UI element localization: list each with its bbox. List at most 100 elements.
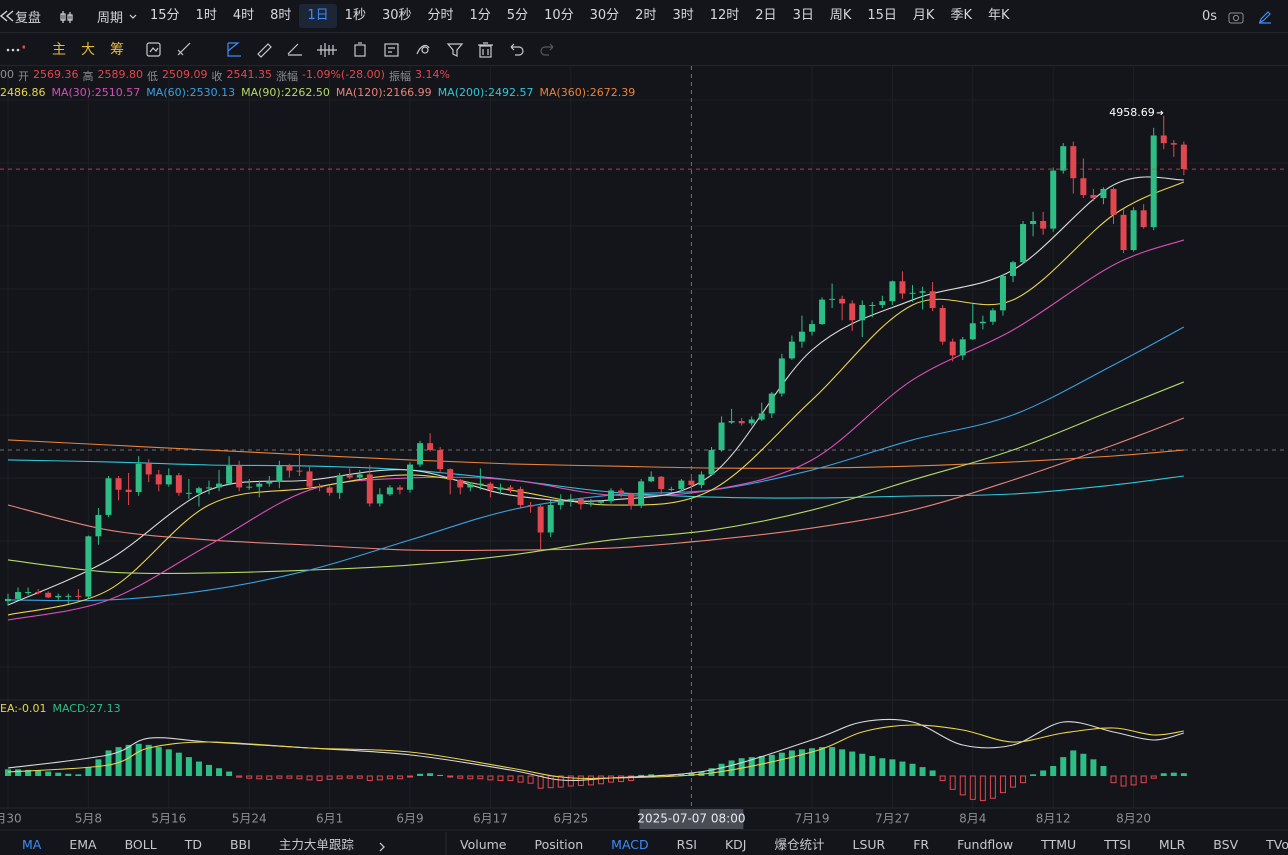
replay[interactable]: 复盘 — [15, 10, 42, 26]
candle-body — [206, 487, 212, 489]
candle-body — [718, 422, 725, 451]
interval[interactable]: 分时 — [427, 8, 454, 23]
interval[interactable]: 15日 — [867, 8, 897, 23]
interval[interactable]: 1秒 — [344, 8, 366, 23]
macd-bar — [567, 775, 574, 787]
candle-body — [668, 488, 675, 490]
indicator-tab[interactable]: 爆仓统计 — [774, 837, 825, 852]
indicator-tab[interactable]: BOLL — [124, 837, 157, 852]
x-tick-label: 7月27 — [875, 812, 910, 826]
quote-row: 00 开 2569.36 高 2589.80 低 2509.09 收 2541.… — [0, 68, 450, 83]
x-tick-label: 月30 — [0, 812, 22, 826]
indicator-tab[interactable]: Position — [534, 837, 584, 852]
macd-bar — [75, 774, 82, 776]
candle-body — [628, 493, 635, 506]
interval[interactable]: 季K — [950, 8, 972, 23]
candle-body — [457, 479, 464, 488]
macd-bar — [788, 750, 795, 776]
indicator-tab[interactable]: 主力大单跟踪 — [278, 837, 354, 852]
macd-bar — [1150, 775, 1157, 779]
candle-body — [1170, 143, 1177, 145]
interval[interactable]: 4时 — [232, 8, 255, 23]
macd-bar — [346, 775, 353, 779]
interval[interactable]: 月K — [912, 8, 935, 23]
macd-bar — [919, 767, 926, 776]
interval[interactable]: 1分 — [469, 8, 491, 23]
indicator-tab[interactable]: MLR — [1158, 837, 1186, 852]
indicator-tab[interactable]: TTMU — [1041, 837, 1077, 852]
candle-body — [1120, 214, 1127, 251]
candle-body — [899, 281, 906, 294]
candle-body — [879, 301, 886, 305]
interval[interactable]: 30秒 — [381, 8, 412, 23]
interval[interactable]: 5分 — [506, 8, 529, 23]
interval[interactable]: 3时 — [672, 8, 694, 23]
macd-bar — [1060, 757, 1067, 776]
interval[interactable]: 周K — [829, 8, 852, 23]
main-tool[interactable]: 主 — [52, 42, 66, 58]
candle-body — [527, 505, 534, 507]
interval[interactable]: 3日 — [792, 8, 814, 23]
more-chevron[interactable] — [379, 842, 385, 852]
indicator-tab[interactable]: FR — [913, 837, 930, 852]
period[interactable]: 周期 — [97, 10, 124, 26]
interval[interactable]: 12时 — [709, 8, 740, 23]
replay-icon[interactable] — [0, 9, 14, 23]
interval[interactable]: 2日 — [755, 8, 777, 23]
candle-body — [1180, 144, 1187, 170]
candle-body — [788, 341, 795, 359]
indicator-tab[interactable]: MACD — [611, 837, 649, 852]
high-arrow — [1156, 110, 1164, 116]
macd-bar — [5, 769, 11, 776]
indicator-tab[interactable]: Fundflow — [957, 837, 1014, 852]
macd-bar — [376, 775, 383, 781]
candle-body — [15, 592, 22, 599]
indicator-tab[interactable]: TVo — [1266, 837, 1288, 852]
interval[interactable]: 10分 — [544, 8, 574, 23]
main-tool[interactable]: 筹 — [110, 42, 124, 58]
macd-bar — [165, 749, 172, 776]
candle-body — [216, 483, 223, 488]
indicator-tab[interactable]: EMA — [69, 837, 97, 852]
tool-icons[interactable] — [145, 40, 685, 60]
indicator-tab[interactable]: TTSI — [1104, 837, 1131, 852]
candle-body — [65, 595, 72, 597]
interval[interactable]: 2时 — [635, 8, 657, 23]
indicator-tab[interactable]: MA — [22, 837, 42, 852]
macd-bar — [1020, 775, 1027, 784]
more-icon[interactable] — [5, 45, 25, 55]
macd-bar — [507, 775, 514, 781]
macd-bar — [195, 761, 202, 776]
interval[interactable]: 1日 — [299, 4, 337, 28]
macd-bar — [969, 775, 976, 800]
interval[interactable]: 8时 — [270, 8, 292, 23]
indicator-tab[interactable]: BSV — [1213, 837, 1239, 852]
macd-bar — [45, 771, 52, 776]
macd-bar — [306, 775, 313, 781]
indicator-tab[interactable]: BBI — [229, 837, 251, 852]
ma-legend-item: 2486.86 — [0, 86, 46, 99]
macd-bar — [989, 775, 996, 799]
indicator-tab[interactable]: RSI — [676, 837, 697, 852]
candle-body — [296, 470, 303, 472]
period-chevron — [129, 14, 137, 19]
main-tool[interactable]: 大 — [81, 42, 95, 58]
candle-body — [778, 358, 785, 394]
indicator-tab[interactable]: Volume — [460, 837, 507, 852]
indicator-tab[interactable]: LSUR — [852, 837, 886, 852]
edit-icon[interactable] — [1258, 10, 1272, 24]
interval[interactable]: 15分 — [150, 8, 180, 23]
candle-body — [175, 475, 182, 493]
indicator-tab[interactable]: KDJ — [724, 837, 747, 852]
candle-body — [688, 480, 695, 485]
candle-body — [85, 536, 92, 597]
candle-icon[interactable] — [60, 10, 74, 24]
screenshot-icon[interactable] — [1228, 10, 1244, 24]
interval[interactable]: 年K — [987, 8, 1010, 23]
indicator-tab[interactable]: TD — [184, 837, 202, 852]
macd-bar — [135, 743, 142, 776]
interval[interactable]: 30分 — [589, 8, 620, 23]
interval[interactable]: 1时 — [195, 8, 217, 23]
candle-body — [999, 275, 1006, 311]
